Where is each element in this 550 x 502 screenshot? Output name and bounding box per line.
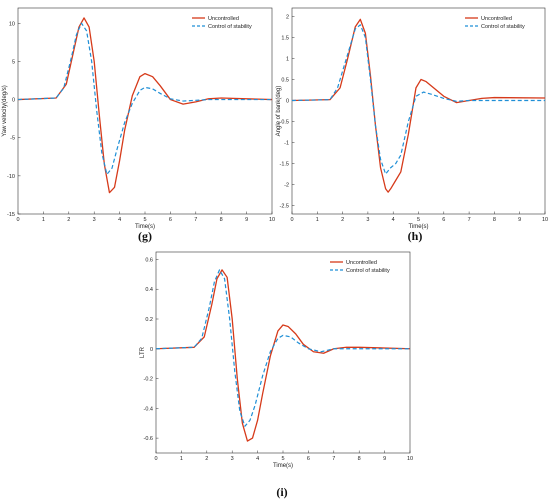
legend-label: Uncontrolled xyxy=(208,16,239,22)
legend-label: Control of stability xyxy=(208,24,252,30)
y-tick-label: 1.5 xyxy=(281,35,289,41)
x-tick-label: 1 xyxy=(316,217,319,223)
x-tick-label: 0 xyxy=(154,456,157,462)
y-tick-label: 0.6 xyxy=(145,257,153,263)
x-tick-label: 3 xyxy=(93,217,96,223)
x-tick-label: 8 xyxy=(358,456,361,462)
y-axis-label: Angle of bank(deg) xyxy=(276,86,282,137)
chart-caption: (g) xyxy=(138,229,152,243)
x-tick-label: 5 xyxy=(143,217,146,223)
series-line-uncontrolled xyxy=(156,269,410,442)
y-tick-label: -0.5 xyxy=(280,120,289,126)
legend-label: Uncontrolled xyxy=(346,260,377,266)
x-axis-label: Time(s) xyxy=(135,224,155,230)
legend-label: Control of stability xyxy=(346,268,390,274)
y-tick-label: -1 xyxy=(284,141,289,147)
x-tick-label: 2 xyxy=(67,217,70,223)
x-axis-label: Time(s) xyxy=(408,224,428,230)
x-tick-label: 1 xyxy=(42,217,45,223)
y-axis-label: LTR xyxy=(140,346,146,358)
plot-area-box xyxy=(155,251,411,454)
y-tick-label: -2.5 xyxy=(280,204,289,210)
x-tick-label: 9 xyxy=(383,456,386,462)
y-tick-label: -15 xyxy=(7,212,15,218)
plot-area-box xyxy=(291,7,546,215)
chart-caption: (h) xyxy=(408,229,423,243)
series-line-uncontrolled xyxy=(18,17,272,194)
y-tick-label: -1.5 xyxy=(280,162,289,168)
x-tick-label: 8 xyxy=(493,217,496,223)
legend-label: Uncontrolled xyxy=(481,16,512,22)
x-tick-label: 8 xyxy=(220,217,223,223)
x-tick-label: 1 xyxy=(180,456,183,462)
chart-h: 0 1 2 3 4 5 6 7 8 9 10 -2.5 -2 -1.5 -1 -0.5 0 0.5 1 1.5 2 Tim… xyxy=(276,7,548,243)
x-tick-label: 2 xyxy=(341,217,344,223)
y-tick-label: 5 xyxy=(12,59,15,65)
x-tick-label: 9 xyxy=(518,217,521,223)
y-tick-label: -10 xyxy=(7,174,15,180)
x-tick-label: 6 xyxy=(169,217,172,223)
x-tick-label: 10 xyxy=(407,456,413,462)
series-line-control-of-stability xyxy=(292,24,545,175)
series-line-control-of-stability xyxy=(18,22,272,175)
chart-caption: (i) xyxy=(276,485,287,499)
y-tick-label: -2 xyxy=(284,183,289,189)
x-tick-label: 0 xyxy=(290,217,293,223)
x-tick-label: 10 xyxy=(542,217,548,223)
x-tick-label: 4 xyxy=(118,217,121,223)
plot-area-box xyxy=(17,7,273,215)
y-tick-label: -0.6 xyxy=(144,436,153,442)
y-tick-label: 1 xyxy=(286,56,289,62)
x-tick-label: 6 xyxy=(307,456,310,462)
x-tick-label: 2 xyxy=(205,456,208,462)
y-tick-label: -5 xyxy=(10,136,15,142)
y-tick-label: 0.2 xyxy=(145,317,153,323)
x-tick-label: 7 xyxy=(468,217,471,223)
legend-label: Control of stability xyxy=(481,24,525,30)
y-tick-label: 0 xyxy=(150,347,153,353)
x-tick-label: 3 xyxy=(366,217,369,223)
y-tick-label: 2 xyxy=(286,14,289,20)
y-tick-label: 0 xyxy=(286,98,289,104)
series-line-control-of-stability xyxy=(156,269,410,427)
x-tick-label: 9 xyxy=(245,217,248,223)
x-tick-label: 5 xyxy=(281,456,284,462)
x-tick-label: 4 xyxy=(392,217,395,223)
y-tick-label: 0.5 xyxy=(281,77,289,83)
series-line-uncontrolled xyxy=(292,18,545,193)
chart-g: 0 1 2 3 4 5 6 7 8 9 10 -15 -10 -5 0 5 10 Time(s) Yaw veloc… xyxy=(2,7,275,243)
y-tick-label: 0 xyxy=(12,98,15,104)
y-tick-label: 10 xyxy=(9,21,15,27)
x-axis-label: Time(s) xyxy=(273,463,293,469)
x-tick-label: 5 xyxy=(417,217,420,223)
y-tick-label: -0.2 xyxy=(144,377,153,383)
y-axis-label: Yaw velocity(deg/s) xyxy=(2,85,8,137)
y-tick-label: -0.4 xyxy=(144,406,153,412)
x-tick-label: 7 xyxy=(332,456,335,462)
x-tick-label: 7 xyxy=(194,217,197,223)
x-tick-label: 0 xyxy=(16,217,19,223)
y-tick-label: 0.4 xyxy=(145,287,153,293)
x-tick-label: 6 xyxy=(442,217,445,223)
x-tick-label: 3 xyxy=(231,456,234,462)
chart-i: 0 1 2 3 4 5 6 7 8 9 10 -0.6 -0.4 -0.2 0 0.2 0.4 0.6 Time(s… xyxy=(140,251,413,499)
x-tick-label: 10 xyxy=(269,217,275,223)
x-tick-label: 4 xyxy=(256,456,259,462)
